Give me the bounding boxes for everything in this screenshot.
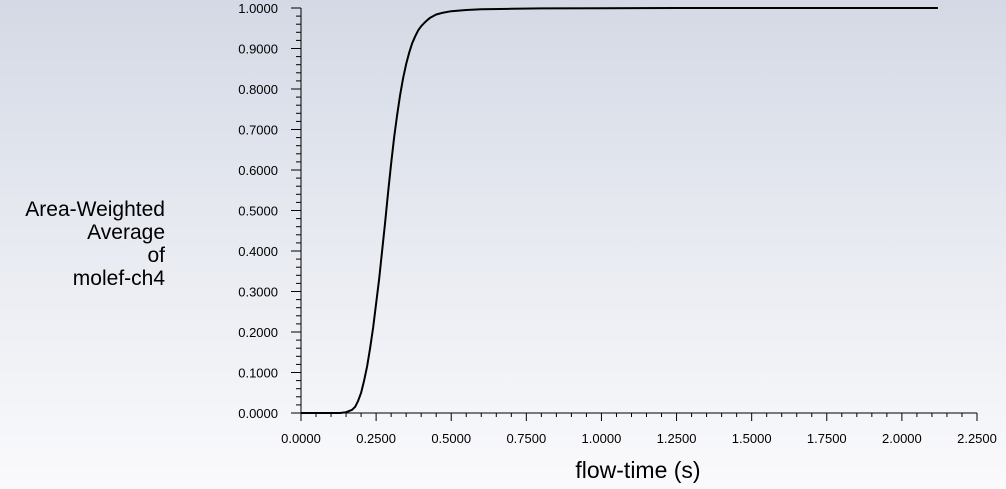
y-axis-label-line: Average xyxy=(87,221,165,244)
series-line xyxy=(301,7,938,414)
x-tick-label: 2.0000 xyxy=(882,431,922,446)
x-tick-label: 0.0000 xyxy=(281,431,321,446)
x-tick-label: 1.0000 xyxy=(582,431,622,446)
y-axis-label: Area-Weighted Average of molef-ch4 xyxy=(0,198,165,290)
y-tick-label: 0.1000 xyxy=(238,366,278,381)
y-tick-label: 0.8000 xyxy=(238,82,278,97)
y-tick-label: 0.3000 xyxy=(238,285,278,300)
x-tick-label: 0.2500 xyxy=(356,431,396,446)
x-tick-label: 1.7500 xyxy=(807,431,847,446)
y-tick-label: 0.9000 xyxy=(238,42,278,57)
y-axis-label-line: of xyxy=(147,244,165,267)
x-tick-label: 0.5000 xyxy=(431,431,471,446)
y-tick-label: 0.6000 xyxy=(238,163,278,178)
x-tick-label: 1.5000 xyxy=(732,431,772,446)
y-tick-label: 0.2000 xyxy=(238,325,278,340)
y-axis-label-line: Area-Weighted xyxy=(25,198,165,221)
y-tick-label: 0.5000 xyxy=(238,204,278,219)
y-tick-label: 0.7000 xyxy=(238,123,278,138)
x-tick-label: 0.7500 xyxy=(506,431,546,446)
y-tick-label: 0.4000 xyxy=(238,244,278,259)
y-tick-label: 1.0000 xyxy=(238,1,278,16)
x-tick-label: 2.2500 xyxy=(957,431,997,446)
y-tick-label: 0.0000 xyxy=(238,406,278,421)
x-axis-label: flow-time (s) xyxy=(575,457,701,483)
x-tick-label: 1.2500 xyxy=(657,431,697,446)
y-axis-label-line: molef-ch4 xyxy=(72,267,165,290)
